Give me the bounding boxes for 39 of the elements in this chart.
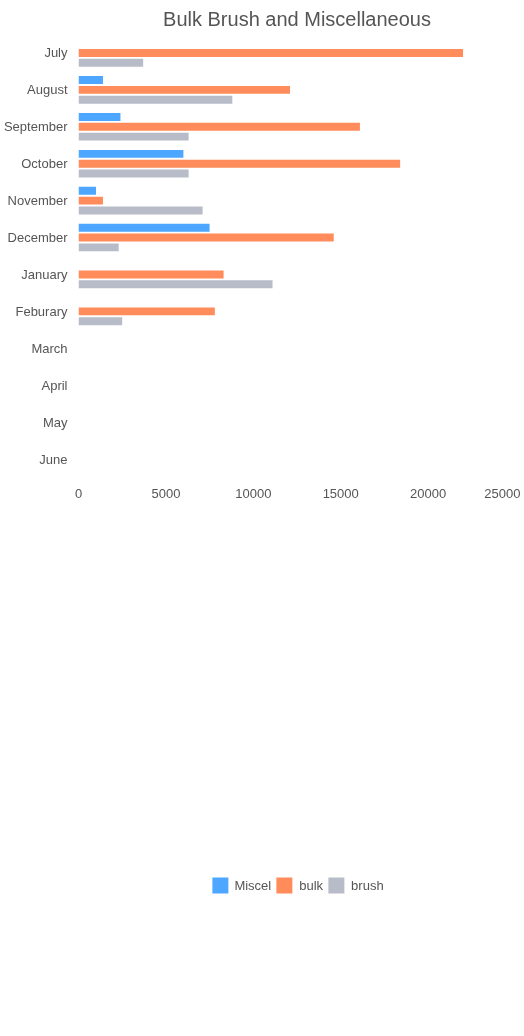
y-tick-label: August [27, 82, 68, 98]
bar [78, 280, 273, 289]
y-tick-label: April [41, 377, 68, 393]
bar [78, 223, 210, 232]
bar [78, 95, 233, 104]
y-tick-label: September [3, 119, 69, 135]
legend-label: brush [351, 877, 384, 893]
bar [78, 243, 119, 252]
y-tick-label: May [42, 414, 68, 430]
x-tick-label: 0 [74, 485, 83, 501]
legend-label: bulk [299, 877, 324, 893]
x-tick-label: 20000 [410, 485, 447, 501]
y-tick-label: October [21, 156, 69, 172]
x-tick-label: 5000 [151, 485, 181, 501]
x-tick-label: 25000 [484, 485, 521, 501]
y-tick-label: January [21, 266, 68, 282]
bar [78, 49, 464, 57]
y-tick-label: July [44, 45, 68, 61]
bar [78, 58, 144, 67]
bar [78, 132, 189, 141]
bar [78, 196, 103, 205]
chart-title: Bulk Brush and Miscellaneous [163, 7, 431, 30]
bar [78, 76, 103, 84]
y-tick-label: March [31, 340, 68, 356]
bar [78, 113, 121, 121]
x-tick-label: 10000 [235, 485, 272, 501]
x-tick-label: 15000 [322, 485, 359, 501]
bar [78, 159, 401, 168]
bar [78, 307, 215, 316]
y-tick-label: December [7, 230, 69, 246]
y-tick-label: June [39, 451, 68, 467]
y-tick-label: Feburary [15, 303, 68, 319]
legend-label: Miscel [234, 877, 272, 893]
bar [78, 149, 184, 158]
bar [78, 85, 291, 94]
bar [78, 186, 96, 195]
bar [78, 317, 123, 326]
y-tick-label: November [7, 193, 69, 209]
bar [78, 122, 360, 131]
